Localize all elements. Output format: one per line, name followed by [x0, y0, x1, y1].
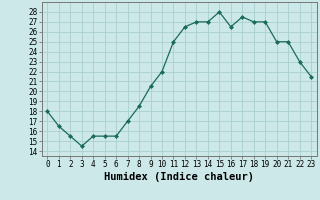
X-axis label: Humidex (Indice chaleur): Humidex (Indice chaleur): [104, 172, 254, 182]
